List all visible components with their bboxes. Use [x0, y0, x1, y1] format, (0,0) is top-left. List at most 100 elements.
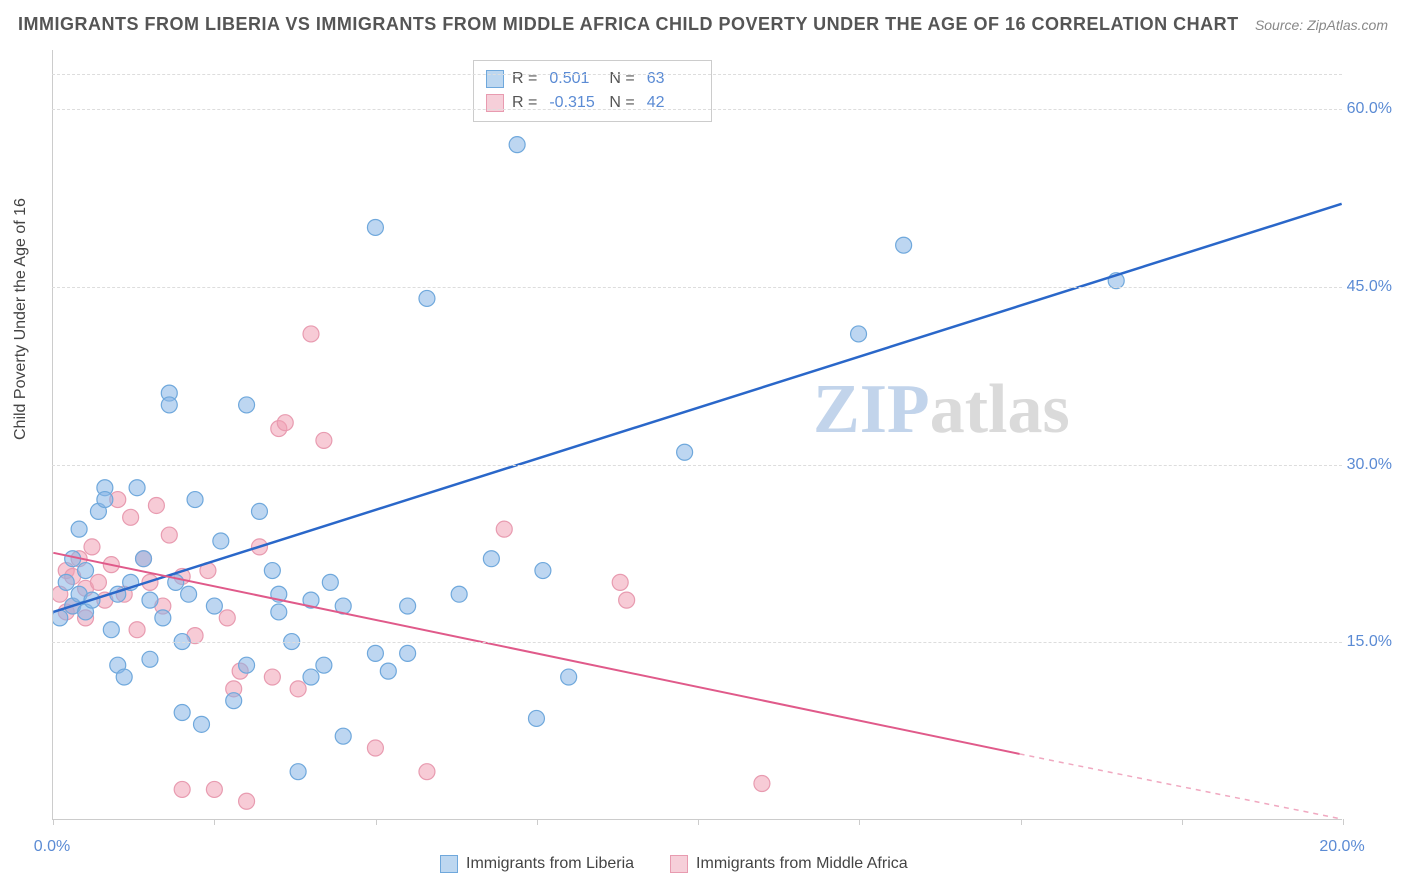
x-tick — [214, 819, 215, 825]
x-tick — [698, 819, 699, 825]
gridline-h — [52, 287, 1342, 288]
gridline-h — [52, 109, 1342, 110]
middle-africa-swatch-icon — [670, 855, 688, 873]
data-point — [78, 563, 94, 579]
liberia-r-value: 0.501 — [549, 67, 601, 91]
data-point — [271, 604, 287, 620]
data-point — [161, 527, 177, 543]
liberia-swatch-icon — [440, 855, 458, 873]
data-point — [367, 219, 383, 235]
x-tick — [537, 819, 538, 825]
data-point — [142, 651, 158, 667]
data-point — [528, 710, 544, 726]
trend-line — [1020, 754, 1342, 819]
data-point — [116, 669, 132, 685]
data-point — [496, 521, 512, 537]
data-point — [561, 669, 577, 685]
y-tick-label: 60.0% — [1347, 100, 1392, 118]
data-point — [264, 669, 280, 685]
data-point — [367, 645, 383, 661]
data-point — [206, 598, 222, 614]
data-point — [367, 740, 383, 756]
r-label: R = — [512, 91, 537, 115]
x-tick — [53, 819, 54, 825]
data-point — [206, 781, 222, 797]
bottom-legend: Immigrants from Liberia Immigrants from … — [440, 855, 908, 873]
data-point — [419, 290, 435, 306]
data-point — [251, 503, 267, 519]
data-point — [535, 563, 551, 579]
middle-africa-r-value: -0.315 — [549, 91, 601, 115]
data-point — [213, 533, 229, 549]
data-point — [677, 444, 693, 460]
chart-svg-layer — [53, 50, 1342, 819]
data-point — [612, 574, 628, 590]
chart-header: IMMIGRANTS FROM LIBERIA VS IMMIGRANTS FR… — [18, 14, 1388, 35]
data-point — [129, 480, 145, 496]
stats-row-middle-africa: R = -0.315 N = 42 — [486, 91, 699, 115]
data-point — [103, 622, 119, 638]
liberia-swatch-icon — [486, 70, 504, 88]
data-point — [84, 539, 100, 555]
data-point — [161, 397, 177, 413]
gridline-h — [52, 465, 1342, 466]
data-point — [187, 492, 203, 508]
data-point — [226, 693, 242, 709]
y-axis-label: Child Poverty Under the Age of 16 — [12, 198, 30, 440]
n-label: N = — [609, 91, 634, 115]
scatter-chart: ZIPatlas R = 0.501 N = 63 R = -0.315 N =… — [52, 50, 1342, 820]
chart-title: IMMIGRANTS FROM LIBERIA VS IMMIGRANTS FR… — [18, 14, 1239, 35]
data-point — [322, 574, 338, 590]
data-point — [142, 592, 158, 608]
data-point — [754, 776, 770, 792]
data-point — [90, 574, 106, 590]
data-point — [129, 622, 145, 638]
gridline-h — [52, 74, 1342, 75]
data-point — [896, 237, 912, 253]
x-tick — [859, 819, 860, 825]
data-point — [509, 137, 525, 153]
y-tick-label: 30.0% — [1347, 456, 1392, 474]
stats-row-liberia: R = 0.501 N = 63 — [486, 67, 699, 91]
data-point — [219, 610, 235, 626]
data-point — [851, 326, 867, 342]
data-point — [451, 586, 467, 602]
data-point — [174, 705, 190, 721]
data-point — [58, 574, 74, 590]
data-point — [97, 492, 113, 508]
data-point — [316, 432, 332, 448]
data-point — [174, 781, 190, 797]
y-tick-label: 45.0% — [1347, 278, 1392, 296]
data-point — [277, 415, 293, 431]
data-point — [71, 521, 87, 537]
data-point — [400, 645, 416, 661]
data-point — [155, 610, 171, 626]
x-tick — [376, 819, 377, 825]
data-point — [419, 764, 435, 780]
data-point — [123, 509, 139, 525]
legend-label-liberia: Immigrants from Liberia — [466, 855, 634, 873]
data-point — [290, 681, 306, 697]
data-point — [264, 563, 280, 579]
x-tick — [1021, 819, 1022, 825]
data-point — [290, 764, 306, 780]
source-prefix: Source: — [1255, 17, 1307, 33]
legend-label-middle-africa: Immigrants from Middle Africa — [696, 855, 908, 873]
data-point — [400, 598, 416, 614]
gridline-h — [52, 642, 1342, 643]
data-point — [239, 397, 255, 413]
liberia-n-value: 63 — [647, 67, 699, 91]
middle-africa-n-value: 42 — [647, 91, 699, 115]
x-tick-label: 0.0% — [34, 838, 70, 856]
data-point — [303, 669, 319, 685]
correlation-stats-box: R = 0.501 N = 63 R = -0.315 N = 42 — [473, 60, 712, 122]
source-name: ZipAtlas.com — [1307, 17, 1388, 33]
data-point — [303, 326, 319, 342]
y-tick-label: 15.0% — [1347, 633, 1392, 651]
x-tick-label: 20.0% — [1319, 838, 1364, 856]
data-point — [194, 716, 210, 732]
data-point — [483, 551, 499, 567]
data-point — [239, 657, 255, 673]
x-tick — [1182, 819, 1183, 825]
n-label: N = — [609, 67, 634, 91]
